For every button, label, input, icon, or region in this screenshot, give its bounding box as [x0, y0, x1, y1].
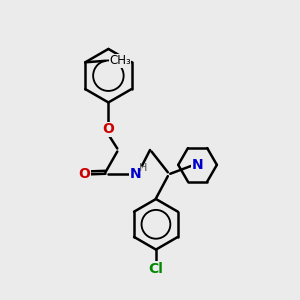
Text: O: O	[79, 167, 91, 182]
Text: N: N	[192, 158, 203, 172]
Text: H: H	[139, 164, 148, 173]
Text: N: N	[129, 167, 141, 181]
Text: O: O	[103, 122, 114, 136]
Text: Cl: Cl	[148, 262, 164, 276]
Text: CH₃: CH₃	[109, 54, 131, 67]
